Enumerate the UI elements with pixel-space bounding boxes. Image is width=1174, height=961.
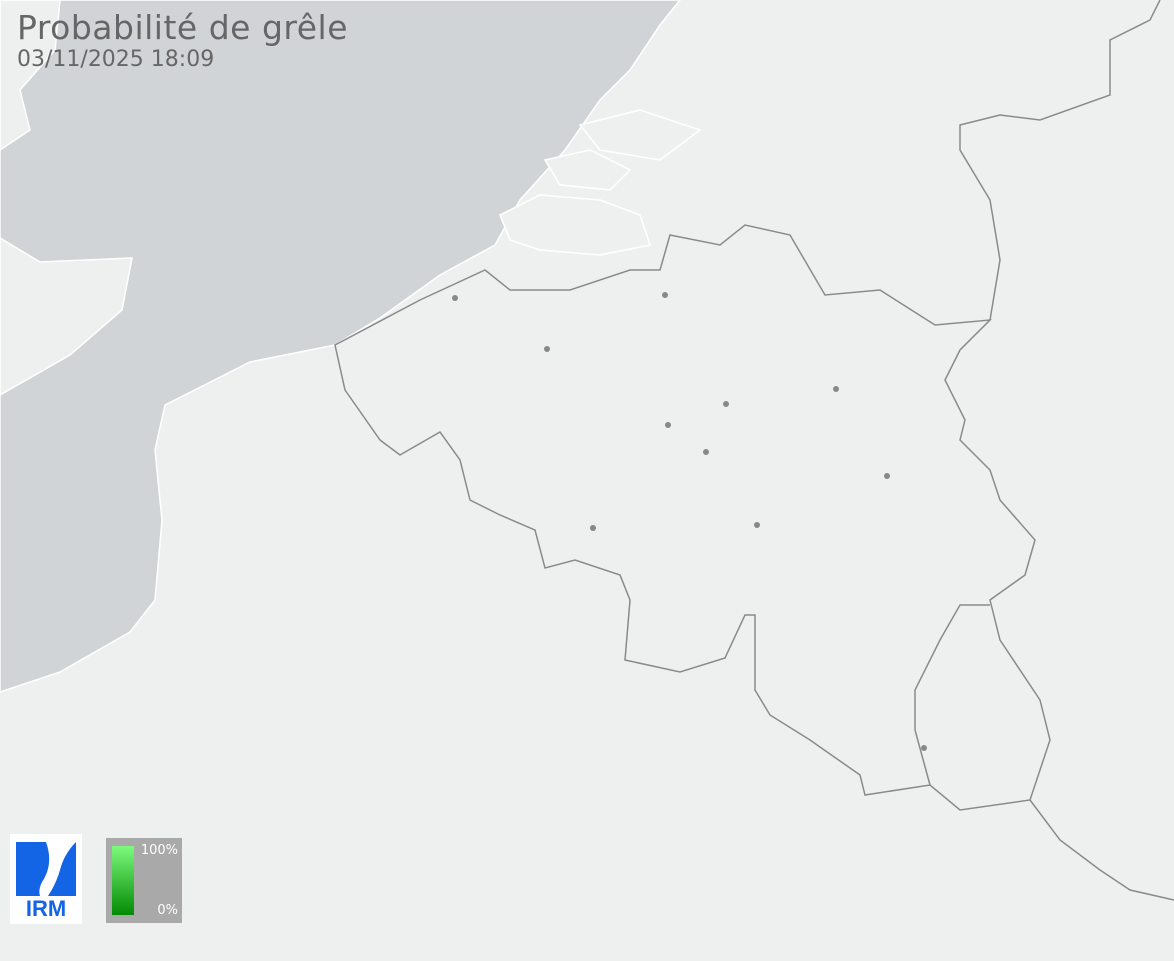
legend-min-label: 0% (157, 903, 178, 918)
irm-logo: IRM (10, 834, 82, 924)
england-land (0, 237, 133, 396)
city-marker (884, 473, 890, 479)
legend-max-label: 100% (140, 843, 178, 858)
england-land-north (0, 0, 61, 151)
city-markers (452, 292, 927, 751)
city-marker (754, 522, 760, 528)
city-marker (452, 295, 458, 301)
luxembourg-border (914, 604, 990, 786)
probability-legend: 100% 0% (106, 838, 182, 923)
legend-color-bar (112, 846, 134, 915)
map-title: Probabilité de grêle (17, 8, 349, 47)
germany-border (959, 0, 1174, 901)
city-marker (833, 386, 839, 392)
city-marker (662, 292, 668, 298)
city-marker (703, 449, 709, 455)
city-marker (590, 525, 596, 531)
city-marker (544, 346, 550, 352)
zeeland-islands (499, 109, 702, 256)
city-marker (921, 745, 927, 751)
irm-logo-text: IRM (25, 896, 67, 921)
sea (0, 0, 681, 693)
belgium-border (334, 224, 1051, 811)
city-marker (723, 401, 729, 407)
city-marker (665, 422, 671, 428)
map-timestamp: 03/11/2025 18:09 (17, 47, 215, 72)
irm-logo-mark (16, 842, 76, 896)
